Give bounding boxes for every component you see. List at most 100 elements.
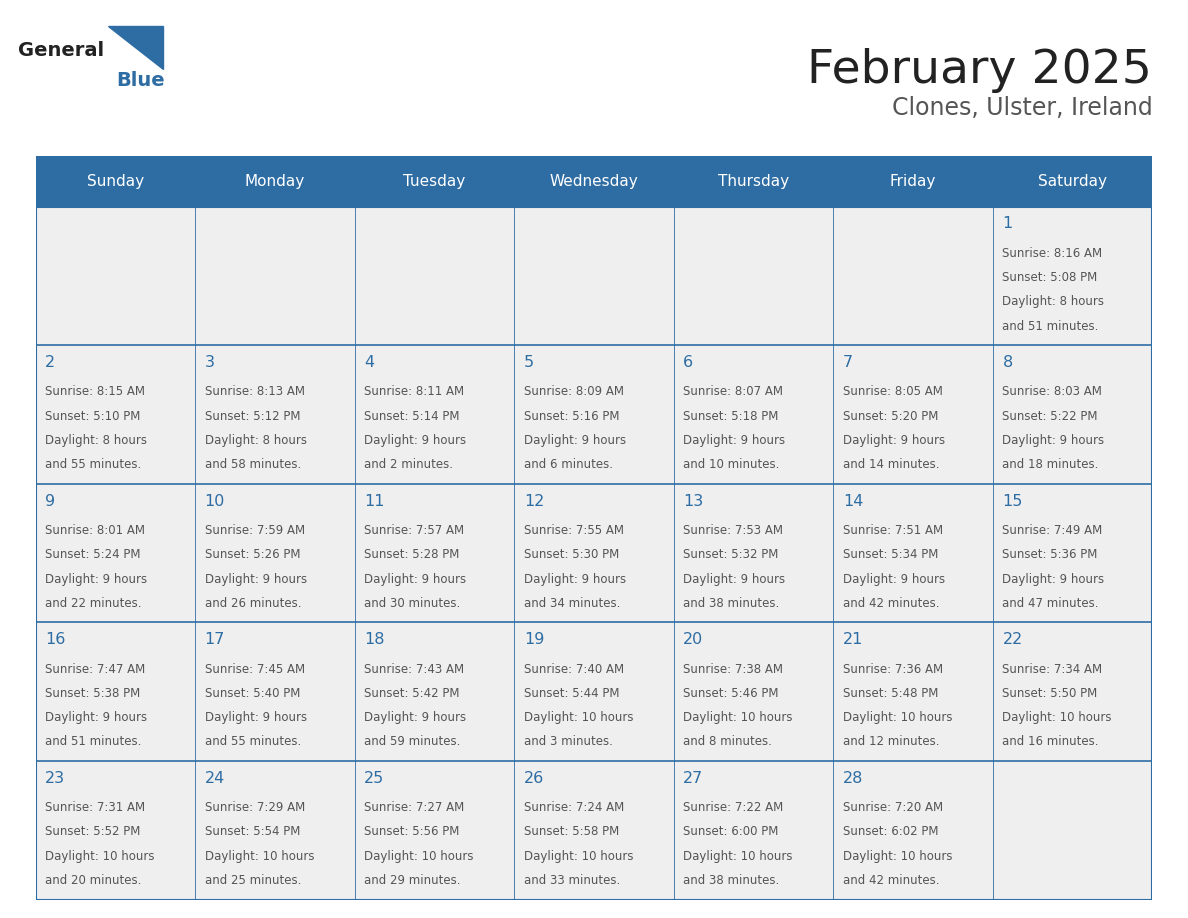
Text: Sunrise: 8:03 AM: Sunrise: 8:03 AM [1003,386,1102,398]
Text: Sunrise: 7:20 AM: Sunrise: 7:20 AM [842,801,943,814]
Text: Sunrise: 7:47 AM: Sunrise: 7:47 AM [45,663,145,676]
Text: Sunset: 5:20 PM: Sunset: 5:20 PM [842,409,939,422]
Text: Sunrise: 7:40 AM: Sunrise: 7:40 AM [524,663,624,676]
Bar [993,345,1152,484]
Text: Sunrise: 7:34 AM: Sunrise: 7:34 AM [1003,663,1102,676]
Text: and 12 minutes.: and 12 minutes. [842,735,940,748]
Text: Sunset: 5:16 PM: Sunset: 5:16 PM [524,409,619,422]
Text: Sunrise: 7:45 AM: Sunrise: 7:45 AM [204,663,305,676]
Text: and 51 minutes.: and 51 minutes. [45,735,141,748]
Text: 14: 14 [842,494,864,509]
Text: Sunset: 5:28 PM: Sunset: 5:28 PM [365,548,460,561]
Bar [36,345,195,484]
Bar [514,761,674,900]
Text: Sunset: 5:56 PM: Sunset: 5:56 PM [365,825,460,838]
Bar [674,345,833,484]
Text: Daylight: 10 hours: Daylight: 10 hours [683,711,792,724]
Bar [514,484,674,622]
Text: and 38 minutes.: and 38 minutes. [683,597,779,610]
Text: and 3 minutes.: and 3 minutes. [524,735,613,748]
Text: Daylight: 10 hours: Daylight: 10 hours [842,850,953,863]
Text: 7: 7 [842,355,853,370]
Text: Sunset: 5:22 PM: Sunset: 5:22 PM [1003,409,1098,422]
Text: Sunset: 5:44 PM: Sunset: 5:44 PM [524,687,619,700]
Text: and 14 minutes.: and 14 minutes. [842,458,940,471]
Text: Sunset: 5:24 PM: Sunset: 5:24 PM [45,548,140,561]
Text: and 26 minutes.: and 26 minutes. [204,597,302,610]
Text: Sunrise: 8:16 AM: Sunrise: 8:16 AM [1003,247,1102,260]
Text: Daylight: 10 hours: Daylight: 10 hours [45,850,154,863]
Text: Sunrise: 8:11 AM: Sunrise: 8:11 AM [365,386,465,398]
Text: and 55 minutes.: and 55 minutes. [204,735,301,748]
Bar [833,345,993,484]
Text: Sunrise: 7:29 AM: Sunrise: 7:29 AM [204,801,305,814]
Text: and 22 minutes.: and 22 minutes. [45,597,141,610]
Text: 15: 15 [1003,494,1023,509]
Text: Daylight: 10 hours: Daylight: 10 hours [683,850,792,863]
Text: Daylight: 10 hours: Daylight: 10 hours [365,850,474,863]
Text: 18: 18 [365,633,385,647]
Text: and 29 minutes.: and 29 minutes. [365,874,461,887]
Text: Daylight: 9 hours: Daylight: 9 hours [365,711,467,724]
Text: Sunrise: 8:07 AM: Sunrise: 8:07 AM [683,386,783,398]
Text: 13: 13 [683,494,703,509]
Text: Sunset: 5:12 PM: Sunset: 5:12 PM [204,409,301,422]
Text: 3: 3 [204,355,215,370]
Text: Daylight: 9 hours: Daylight: 9 hours [842,434,944,447]
Bar [993,761,1152,900]
Bar [514,622,674,761]
Text: 19: 19 [524,633,544,647]
Bar [355,622,514,761]
Text: Sunset: 5:48 PM: Sunset: 5:48 PM [842,687,939,700]
Text: and 51 minutes.: and 51 minutes. [1003,319,1099,332]
Text: Sunrise: 7:49 AM: Sunrise: 7:49 AM [1003,524,1102,537]
Text: Daylight: 8 hours: Daylight: 8 hours [1003,296,1105,308]
Text: Daylight: 9 hours: Daylight: 9 hours [683,573,785,586]
Text: General: General [19,41,105,60]
Text: Sunset: 5:36 PM: Sunset: 5:36 PM [1003,548,1098,561]
Text: Saturday: Saturday [1038,174,1107,189]
Text: 27: 27 [683,771,703,786]
Text: and 33 minutes.: and 33 minutes. [524,874,620,887]
Text: Daylight: 9 hours: Daylight: 9 hours [45,573,147,586]
Text: Daylight: 9 hours: Daylight: 9 hours [524,434,626,447]
Text: 12: 12 [524,494,544,509]
Bar [674,207,833,345]
Text: and 47 minutes.: and 47 minutes. [1003,597,1099,610]
Text: Daylight: 10 hours: Daylight: 10 hours [524,850,633,863]
Text: Daylight: 10 hours: Daylight: 10 hours [204,850,315,863]
Text: Sunday: Sunday [87,174,144,189]
Text: Daylight: 9 hours: Daylight: 9 hours [204,573,307,586]
Text: Sunset: 5:50 PM: Sunset: 5:50 PM [1003,687,1098,700]
Text: and 16 minutes.: and 16 minutes. [1003,735,1099,748]
Bar [36,484,195,622]
Polygon shape [108,26,163,69]
Text: Daylight: 10 hours: Daylight: 10 hours [842,711,953,724]
Text: and 42 minutes.: and 42 minutes. [842,874,940,887]
Text: Sunrise: 7:59 AM: Sunrise: 7:59 AM [204,524,305,537]
Text: Daylight: 9 hours: Daylight: 9 hours [204,711,307,724]
Text: and 55 minutes.: and 55 minutes. [45,458,141,471]
Text: 24: 24 [204,771,225,786]
Text: Sunrise: 8:05 AM: Sunrise: 8:05 AM [842,386,943,398]
Bar [355,761,514,900]
Bar [195,207,355,345]
Bar [833,484,993,622]
Bar [36,156,1152,207]
Text: 11: 11 [365,494,385,509]
Text: Monday: Monday [245,174,305,189]
Text: Sunrise: 7:27 AM: Sunrise: 7:27 AM [365,801,465,814]
Text: and 58 minutes.: and 58 minutes. [204,458,301,471]
Text: Clones, Ulster, Ireland: Clones, Ulster, Ireland [892,95,1152,120]
Text: Sunrise: 7:51 AM: Sunrise: 7:51 AM [842,524,943,537]
Text: Sunset: 5:54 PM: Sunset: 5:54 PM [204,825,301,838]
Text: Sunrise: 7:31 AM: Sunrise: 7:31 AM [45,801,145,814]
Text: and 59 minutes.: and 59 minutes. [365,735,461,748]
Text: Daylight: 10 hours: Daylight: 10 hours [1003,711,1112,724]
Text: Sunrise: 7:36 AM: Sunrise: 7:36 AM [842,663,943,676]
Text: Sunrise: 7:55 AM: Sunrise: 7:55 AM [524,524,624,537]
Bar [674,761,833,900]
Text: 4: 4 [365,355,374,370]
Bar [674,484,833,622]
Text: 26: 26 [524,771,544,786]
